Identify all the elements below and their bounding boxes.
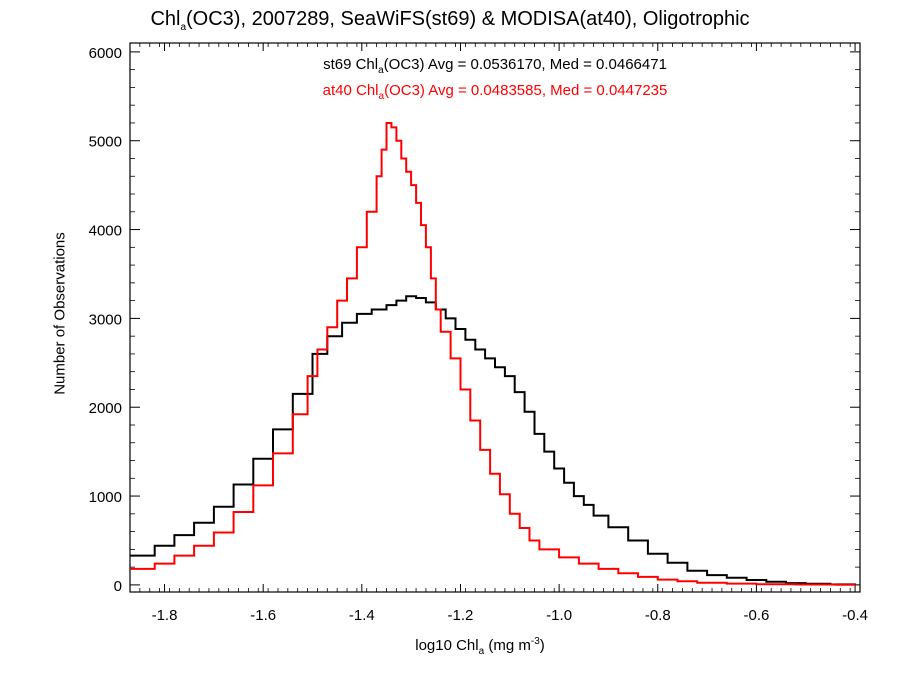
y-axis-label: Number of Observations [51,232,69,395]
y-tick-label: 2000 [89,400,122,417]
x-tick-label: -1.2 [448,607,474,624]
legend-at40: at40 Chla(OC3) Avg = 0.0483585, Med = 0.… [322,82,668,102]
y-tick-label: 4000 [89,223,122,240]
x-tick-label: -0.4 [842,607,868,624]
legend-st69: st69 Chla(OC3) Avg = 0.0536170, Med = 0.… [323,56,667,76]
y-tick-label: 6000 [89,45,122,62]
x-tick-label: -1.8 [152,607,178,624]
y-tick-label: 1000 [89,489,122,506]
x-axis-label: log10 Chla (mg m-3) [415,636,545,657]
x-tick-label: -0.8 [645,607,671,624]
y-tick-label: 3000 [89,311,122,328]
plot-frame [129,42,861,593]
axis-ticks [129,43,861,592]
axis-tick-labels: -1.8 -1.6 -1.4 -1.2 -1.0 -0.8 -0.6 -0.4 0 1000 200… [89,45,868,624]
x-tick-label: -1.6 [250,607,276,624]
series-line-at40 [130,122,857,586]
y-tick-label: 0 [114,578,122,595]
x-tick-label: -1.0 [546,607,572,624]
series-line-st69 [130,295,857,586]
chart-title: Chla(OC3), 2007289, SeaWiFS(st69) & MODI… [150,8,750,33]
x-tick-label: -0.6 [743,607,769,624]
x-tick-label: -1.4 [349,607,375,624]
y-tick-label: 5000 [89,134,122,151]
series-lines [130,122,857,586]
